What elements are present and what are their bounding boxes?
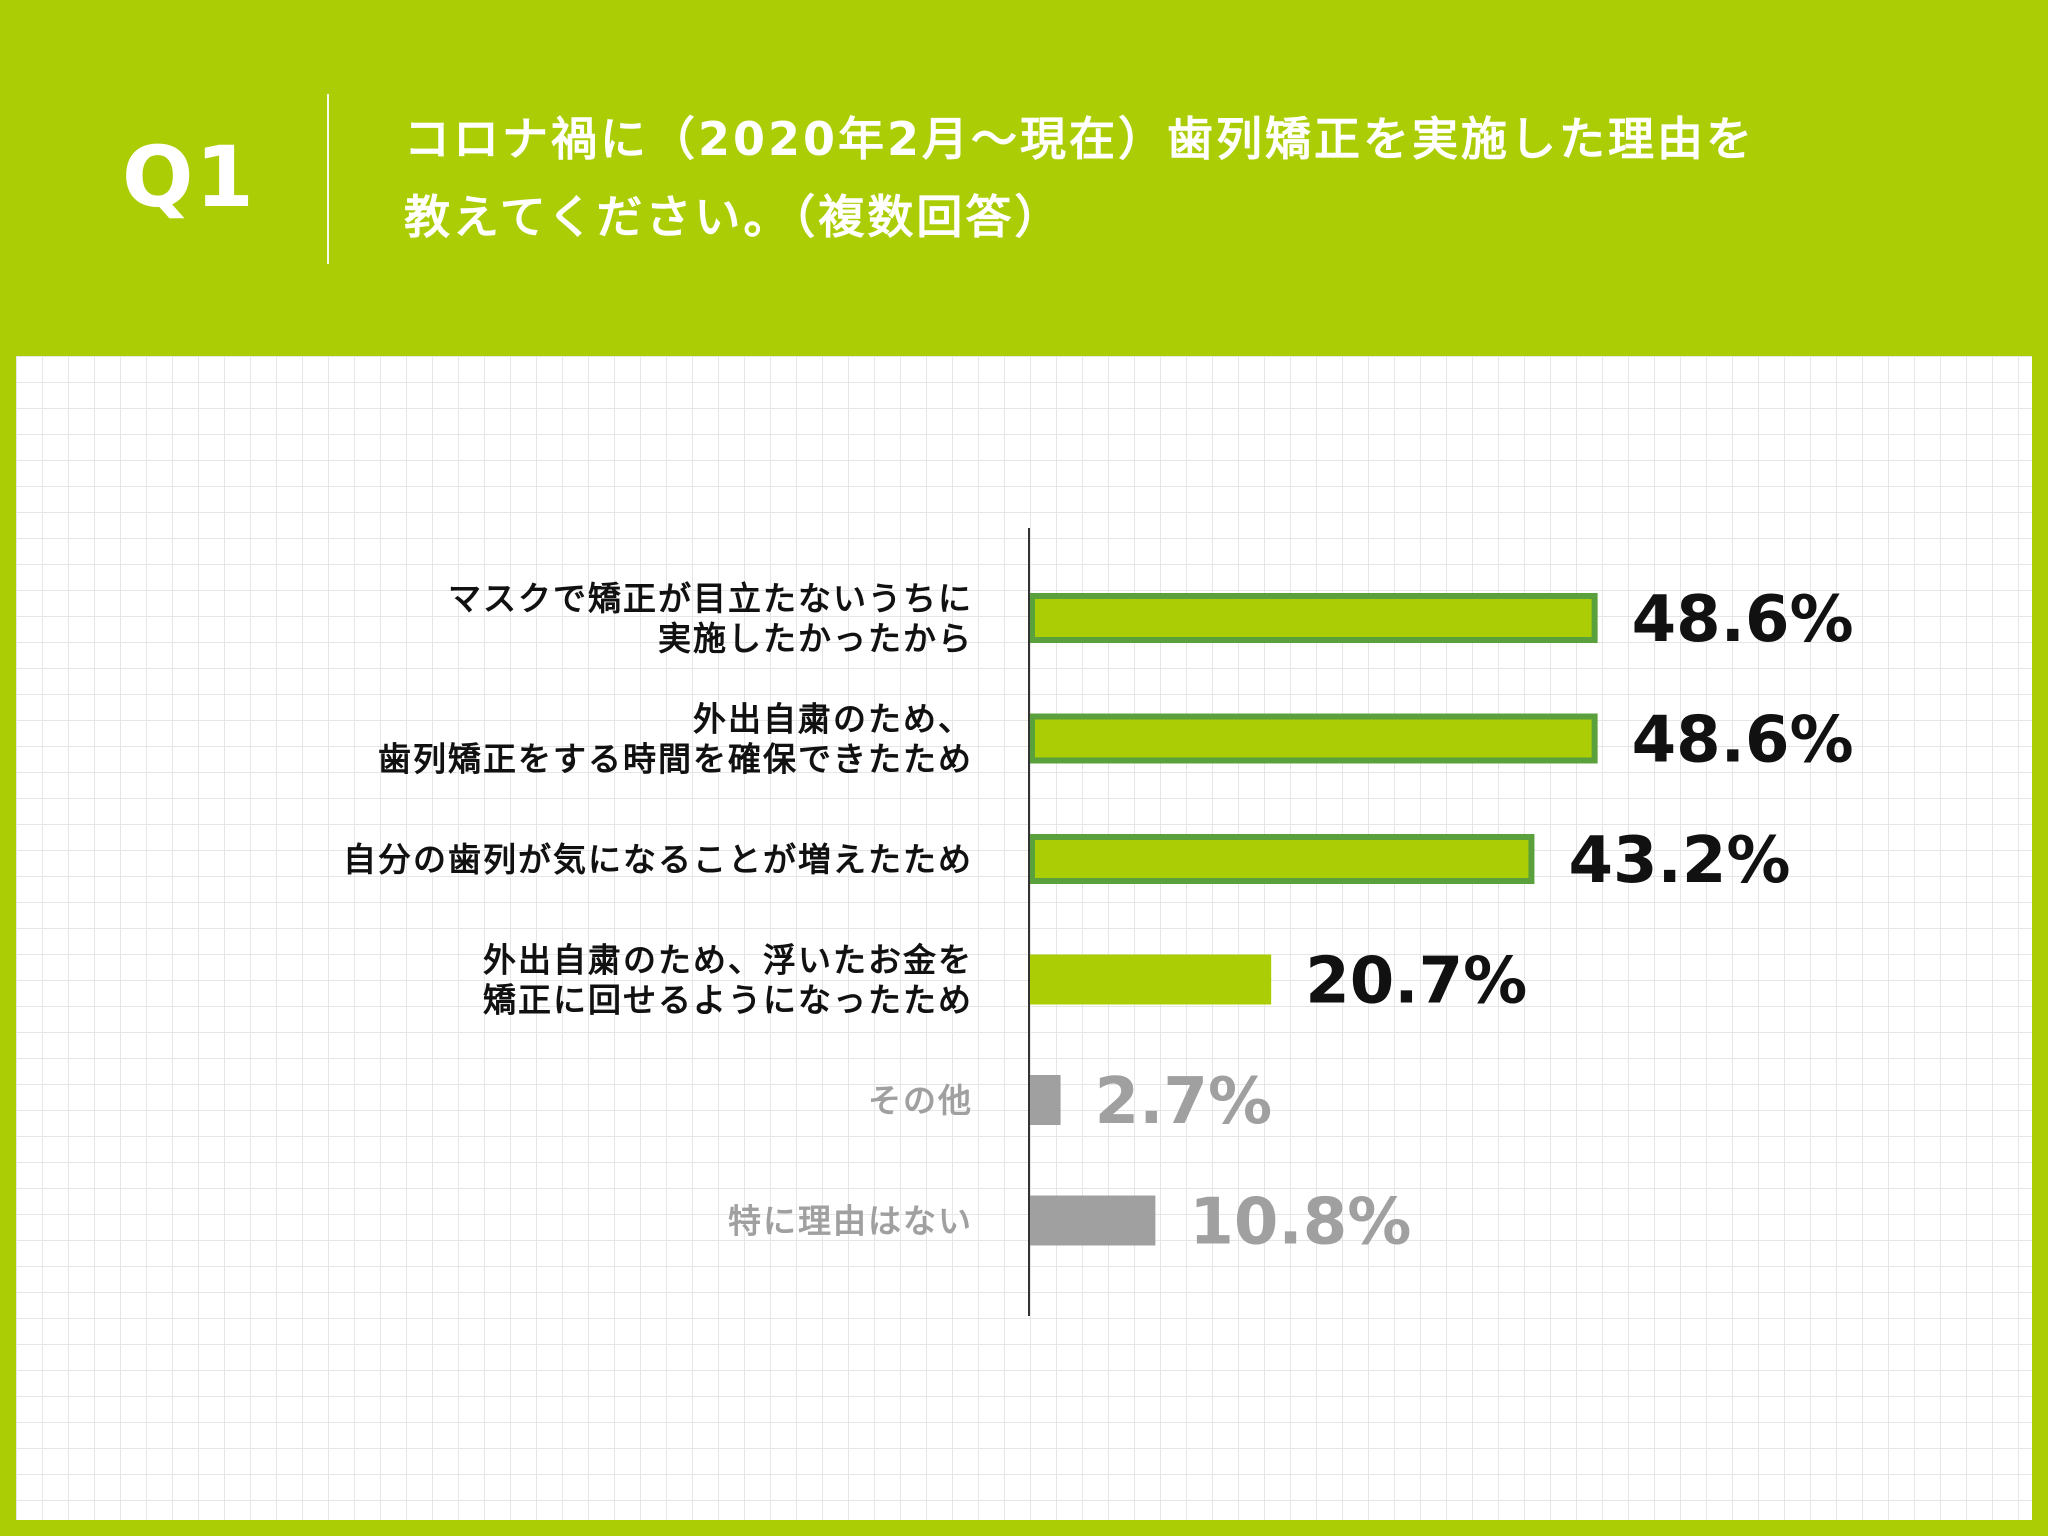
- category-label-1: 外出自粛のため、歯列矯正をする時間を確保できたため: [378, 700, 973, 779]
- question-line-1: コロナ禍に（2020年2月～現在）歯列矯正を実施した理由を: [404, 112, 1756, 166]
- category-label-2: 自分の歯列が気になることが増えたため: [343, 840, 973, 879]
- value-label-5: 10.8%: [1189, 1186, 1411, 1260]
- category-label-4-line-0: その他: [868, 1081, 973, 1120]
- bar-chart: 48.6% マスクで矯正が目立たないうちに実施したかったから 48.6% 外出自粛のた…: [343, 528, 1854, 1316]
- bar-5: [1029, 1195, 1156, 1246]
- question-number: Q1: [122, 128, 256, 226]
- category-label-1-line-1: 歯列矯正をする時間を確保できたため: [378, 740, 973, 779]
- bar-3: [1029, 954, 1272, 1005]
- value-label-3: 20.7%: [1305, 945, 1527, 1019]
- category-label-0: マスクで矯正が目立たないうちに実施したかったから: [448, 579, 973, 658]
- category-label-5-line-0: 特に理由はない: [728, 1202, 973, 1241]
- category-label-3: 外出自粛のため、浮いたお金を矯正に回せるようになったため: [483, 941, 973, 1020]
- bar-0: [1029, 593, 1598, 643]
- header-divider: [327, 94, 329, 264]
- category-label-0-line-0: マスクで矯正が目立たないうちに: [448, 579, 973, 618]
- category-label-3-line-0: 外出自粛のため、浮いたお金を: [483, 941, 973, 980]
- question-line-2: 教えてください。（複数回答）: [404, 190, 1064, 244]
- bar-2: [1029, 834, 1535, 884]
- bar-1: [1029, 713, 1598, 764]
- category-label-4: その他: [868, 1081, 973, 1120]
- category-label-5: 特に理由はない: [728, 1202, 973, 1241]
- bar-4: [1029, 1075, 1061, 1125]
- category-label-0-line-1: 実施したかったから: [658, 619, 973, 658]
- value-label-2: 43.2%: [1568, 824, 1790, 898]
- chart-panel: 48.6% マスクで矯正が目立たないうちに実施したかったから 48.6% 外出自粛のた…: [16, 356, 2032, 1520]
- category-label-1-line-0: 外出自粛のため、: [693, 700, 973, 739]
- category-label-3-line-1: 矯正に回せるようになったため: [483, 981, 973, 1020]
- value-label-0: 48.6%: [1632, 583, 1854, 657]
- value-label-4: 2.7%: [1095, 1065, 1273, 1139]
- question-text: コロナ禍に（2020年2月～現在）歯列矯正を実施した理由を 教えてください。（複…: [404, 100, 1904, 256]
- category-label-2-line-0: 自分の歯列が気になることが増えたため: [343, 840, 973, 879]
- header: Q1 コロナ禍に（2020年2月～現在）歯列矯正を実施した理由を 教えてください…: [0, 0, 2048, 356]
- value-label-1: 48.6%: [1632, 704, 1854, 778]
